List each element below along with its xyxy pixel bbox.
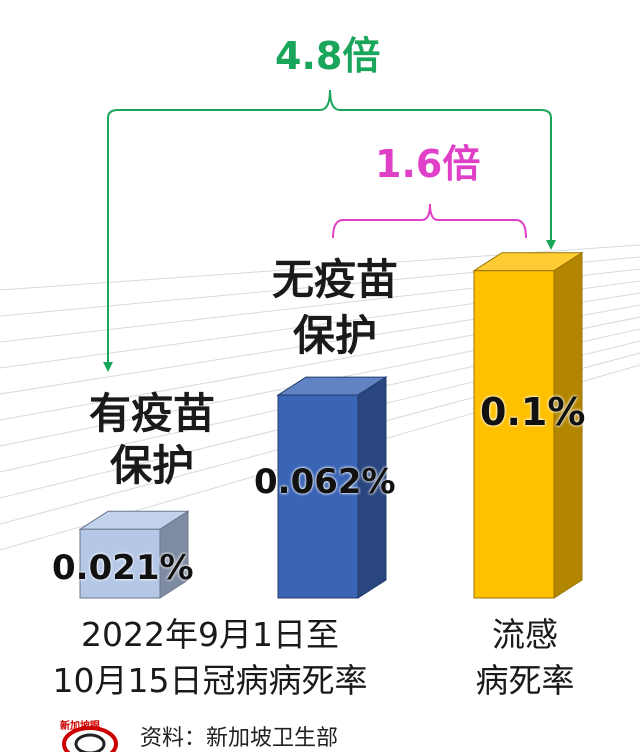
- bar-front-face: [473, 270, 555, 599]
- caption-covid: 2022年9月1日至 10月15日冠病病死率: [20, 612, 400, 704]
- bar-0: [78, 510, 190, 599]
- bar-1: [276, 376, 388, 599]
- caption-line: 2022年9月1日至: [81, 615, 339, 654]
- source-note: 资料：新加坡卫生部: [140, 726, 339, 751]
- logo-icon: [62, 726, 118, 752]
- bracket-1-6x: [332, 203, 527, 239]
- bar-title-line: 有疫苗: [88, 389, 215, 438]
- bar-title-line: 无疫苗: [271, 255, 398, 304]
- bracket-4-8x: [107, 89, 552, 119]
- bar-title-vaccinated: 有疫苗 保护: [72, 388, 232, 492]
- bar-front-face: [79, 528, 161, 599]
- arrow-head-left: [103, 362, 113, 372]
- caption-line: 病死率: [475, 661, 575, 700]
- chart-bars: [78, 251, 584, 599]
- comparison-brackets: [103, 89, 556, 372]
- caption-flu: 流感 病死率: [445, 612, 605, 704]
- value-label-vaccinated: 0.021%: [52, 548, 194, 588]
- value-label-flu: 0.1%: [480, 390, 586, 434]
- bar-title-line: 保护: [292, 311, 377, 360]
- caption-line: 流感: [492, 615, 558, 654]
- bar-2: [472, 251, 584, 599]
- bar-front-face: [277, 394, 359, 599]
- bar-title-unvaccinated: 无疫苗 保护: [255, 252, 415, 364]
- caption-line: 10月15日冠病病死率: [52, 661, 368, 700]
- bar-title-line: 保护: [109, 441, 194, 490]
- value-label-unvaccinated: 0.062%: [254, 462, 396, 502]
- logo-text: 新加坡眼: [60, 721, 100, 732]
- arrow-head-right: [546, 240, 556, 250]
- ratio-label-1-6x: 1.6倍: [375, 142, 481, 186]
- ratio-label-4-8x: 4.8倍: [275, 34, 381, 78]
